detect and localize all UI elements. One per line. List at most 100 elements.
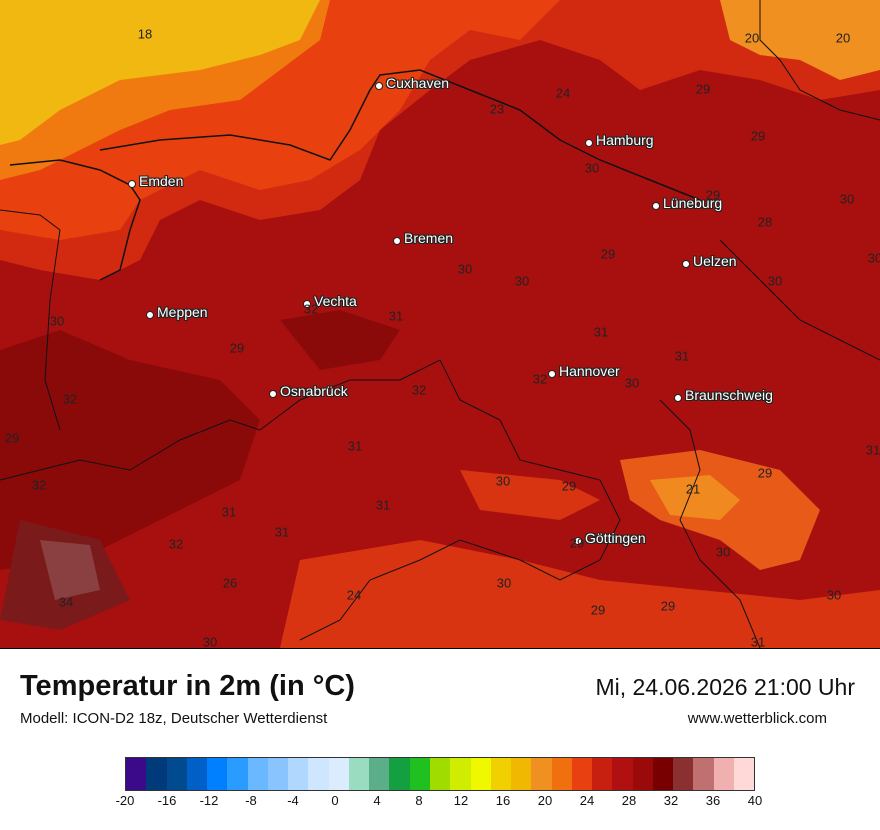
color-scale-tick-label: 4 <box>373 793 381 808</box>
temperature-value: 30 <box>457 261 473 277</box>
city-label: Uelzen <box>693 253 737 269</box>
color-scale-swatch <box>288 758 309 790</box>
color-scale-tick-label: -8 <box>245 793 257 808</box>
color-scale-tick-label: -16 <box>157 793 177 808</box>
state-border-east <box>719 239 880 361</box>
city-label: Hamburg <box>596 132 654 148</box>
hot-zone-vechta <box>280 310 400 370</box>
temperature-value: 29 <box>600 246 616 262</box>
cool-zone-harz <box>650 475 740 520</box>
temperature-value: 32 <box>31 477 47 493</box>
city-label: Braunschweig <box>685 387 773 403</box>
temperature-value: 34 <box>58 594 74 610</box>
color-scale-tick-label: 28 <box>621 793 637 808</box>
temperature-value: 21 <box>685 481 701 497</box>
temperature-value: 32 <box>303 301 319 317</box>
warm-zone-south <box>280 540 880 648</box>
color-scale-swatch <box>713 758 734 790</box>
temperature-value: 30 <box>839 191 855 207</box>
state-border-nrw <box>0 359 621 641</box>
city-label: Lüneburg <box>663 195 723 211</box>
temperature-value: 20 <box>835 30 851 46</box>
color-scale-swatch <box>551 758 572 790</box>
temperature-value: 30 <box>202 634 218 649</box>
temperature-value: 23 <box>489 101 505 117</box>
color-scale-swatch <box>247 758 268 790</box>
temperature-value: 31 <box>865 442 880 458</box>
coastline-elbe <box>99 69 701 201</box>
city-label: Hannover <box>559 363 620 379</box>
temperature-value: 30 <box>867 250 880 266</box>
temperature-value: 29 <box>569 535 585 551</box>
color-scale-swatch <box>733 758 755 790</box>
city-dot <box>128 180 136 188</box>
color-scale-swatch <box>511 758 532 790</box>
city-label: Bremen <box>404 230 454 246</box>
color-scale <box>125 757 755 791</box>
color-scale-swatch <box>207 758 228 790</box>
map-title: Temperatur in 2m (in °C) <box>20 670 355 702</box>
temperature-value: 32 <box>532 371 548 387</box>
color-scale-tick-label: -4 <box>287 793 299 808</box>
city-label: Göttingen <box>585 530 646 546</box>
color-scale-swatch <box>389 758 410 790</box>
city-dot <box>393 237 401 245</box>
city-dot <box>548 370 556 378</box>
yellow-zone-sea <box>0 0 320 145</box>
city-dot <box>303 300 311 308</box>
color-scale-swatch <box>470 758 491 790</box>
color-scale-swatch <box>490 758 512 790</box>
color-scale-swatch <box>328 758 349 790</box>
temperature-value: 30 <box>495 473 511 489</box>
city-dot <box>585 139 593 147</box>
color-scale-tick-label: 36 <box>705 793 721 808</box>
temperature-value: 30 <box>496 575 512 591</box>
temperature-value: 24 <box>555 85 571 101</box>
city-dot <box>375 82 383 90</box>
temperature-value: 29 <box>660 598 676 614</box>
city-label: Vechta <box>314 293 357 309</box>
temperature-value: 31 <box>750 634 766 649</box>
color-scale-swatch <box>186 758 208 790</box>
temperature-value: 28 <box>757 214 773 230</box>
temperature-value: 29 <box>695 81 711 97</box>
temperature-value: 26 <box>222 575 238 591</box>
color-scale-tick-label: 24 <box>579 793 595 808</box>
city-label: Meppen <box>157 304 208 320</box>
temperature-value: 29 <box>590 602 606 618</box>
temperature-value: 31 <box>274 524 290 540</box>
color-scale-swatch <box>146 758 167 790</box>
color-scale-swatch <box>612 758 633 790</box>
color-scale-swatch <box>652 758 674 790</box>
coastline-ems <box>9 159 141 281</box>
temperature-value: 30 <box>624 375 640 391</box>
temperature-value: 29 <box>705 187 721 203</box>
city-label: Osnabrück <box>280 383 348 399</box>
color-scale-swatch <box>429 758 451 790</box>
color-scale-swatch <box>693 758 714 790</box>
temperature-value: 29 <box>4 430 20 446</box>
temperature-value: 32 <box>62 391 78 407</box>
color-scale-tick-label: 0 <box>331 793 339 808</box>
temperature-value: 30 <box>715 544 731 560</box>
color-scale-tick-label: 20 <box>537 793 553 808</box>
state-border-northeast <box>759 0 880 121</box>
color-scale-tick-label: 12 <box>453 793 469 808</box>
color-scale-swatch <box>369 758 390 790</box>
city-dot <box>269 390 277 398</box>
city-dot <box>682 260 690 268</box>
temperature-value: 29 <box>561 478 577 494</box>
temperature-value: 31 <box>593 324 609 340</box>
color-scale-swatch <box>308 758 329 790</box>
temperature-value: 30 <box>49 313 65 329</box>
temperature-value: 30 <box>514 273 530 289</box>
color-scale-swatch <box>166 758 187 790</box>
color-scale-tick-label: 16 <box>495 793 511 808</box>
temperature-value: 30 <box>767 273 783 289</box>
model-info: Modell: ICON-D2 18z, Deutscher Wetterdie… <box>20 710 328 727</box>
color-scale-swatch <box>348 758 370 790</box>
temperature-value: 30 <box>584 160 600 176</box>
temperature-value: 31 <box>388 308 404 324</box>
state-border-sachsen-anhalt <box>659 399 761 648</box>
temperature-value: 20 <box>744 30 760 46</box>
